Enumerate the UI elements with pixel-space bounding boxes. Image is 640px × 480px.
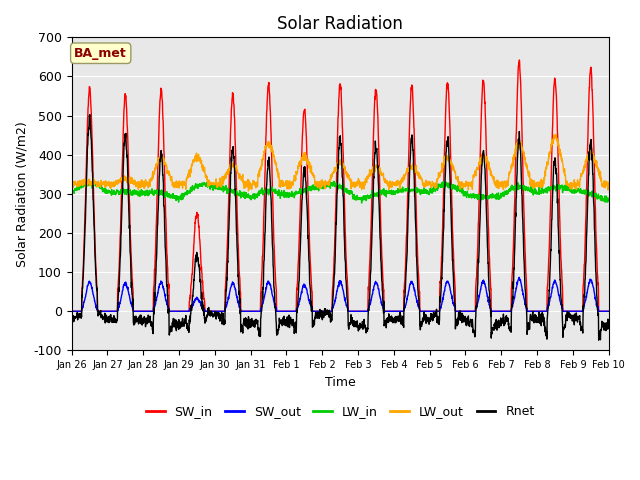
LW_out	[497, 181, 504, 187]
SW_in	[515, 57, 523, 63]
Rnet	[218, 310, 225, 315]
Rnet	[356, 326, 364, 332]
SW_in	[496, 308, 504, 314]
Text: BA_met: BA_met	[74, 47, 127, 60]
SW_out	[572, 308, 580, 314]
LW_in	[218, 184, 225, 190]
LW_in	[558, 184, 566, 190]
SW_out	[605, 308, 612, 314]
Legend: SW_in, SW_out, LW_in, LW_out, Rnet: SW_in, SW_out, LW_in, LW_out, Rnet	[141, 400, 540, 423]
LW_out	[218, 184, 225, 190]
Rnet	[367, 248, 375, 254]
LW_in	[573, 190, 580, 195]
Line: LW_in: LW_in	[72, 181, 609, 203]
SW_out	[515, 275, 523, 280]
LW_out	[244, 188, 252, 194]
SW_in	[572, 308, 580, 314]
Line: SW_out: SW_out	[72, 277, 609, 311]
Rnet	[497, 320, 504, 326]
Rnet	[86, 112, 93, 118]
SW_in	[605, 308, 612, 314]
LW_out	[68, 182, 76, 188]
LW_out	[605, 181, 612, 187]
SW_in	[218, 308, 225, 314]
Rnet	[557, 298, 565, 303]
Rnet	[68, 314, 76, 320]
LW_out	[573, 183, 580, 189]
LW_in	[83, 179, 90, 184]
LW_in	[356, 196, 364, 202]
LW_out	[367, 172, 375, 178]
Title: Solar Radiation: Solar Radiation	[277, 15, 403, 33]
SW_out	[356, 308, 364, 314]
Line: Rnet: Rnet	[72, 115, 609, 340]
LW_in	[497, 195, 504, 201]
SW_in	[557, 265, 565, 271]
LW_out	[558, 155, 566, 160]
Line: LW_out: LW_out	[72, 134, 609, 191]
SW_out	[68, 308, 76, 314]
LW_in	[368, 191, 376, 197]
LW_in	[358, 200, 365, 206]
SW_out	[367, 297, 375, 303]
SW_in	[68, 308, 76, 314]
LW_in	[68, 188, 76, 193]
LW_out	[356, 179, 364, 184]
LW_out	[552, 132, 560, 137]
Rnet	[605, 325, 612, 331]
Rnet	[595, 337, 602, 343]
SW_in	[367, 223, 375, 228]
SW_in	[356, 308, 364, 314]
SW_out	[557, 302, 565, 308]
X-axis label: Time: Time	[324, 376, 355, 389]
LW_in	[605, 198, 612, 204]
Line: SW_in: SW_in	[72, 60, 609, 311]
SW_out	[218, 308, 225, 314]
SW_out	[496, 308, 504, 314]
Rnet	[572, 310, 580, 316]
Y-axis label: Solar Radiation (W/m2): Solar Radiation (W/m2)	[15, 121, 28, 267]
